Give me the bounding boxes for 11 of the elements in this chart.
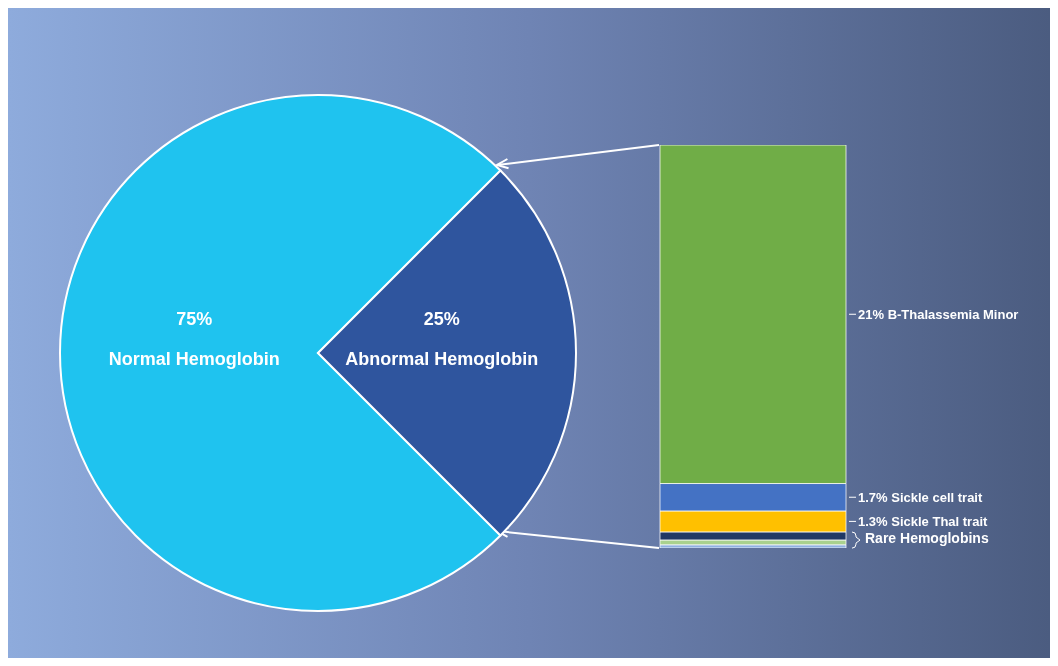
data-label: 21%	[858, 307, 885, 323]
data-label: 1.7%	[858, 490, 888, 506]
text: Sickle Thal trait	[891, 514, 988, 530]
data-label: 1.3%	[858, 514, 888, 530]
data-label: 75%	[176, 309, 213, 329]
text: Rare Hemoglobins	[865, 529, 989, 546]
slice-label: Abnormal Hemoglobin	[345, 349, 539, 369]
text: B-Thalassemia Minor	[887, 307, 1019, 323]
data-label: 25%	[423, 309, 460, 329]
slice-label: Normal Hemoglobin	[108, 349, 280, 369]
text: Sickle cell trait	[891, 490, 983, 506]
